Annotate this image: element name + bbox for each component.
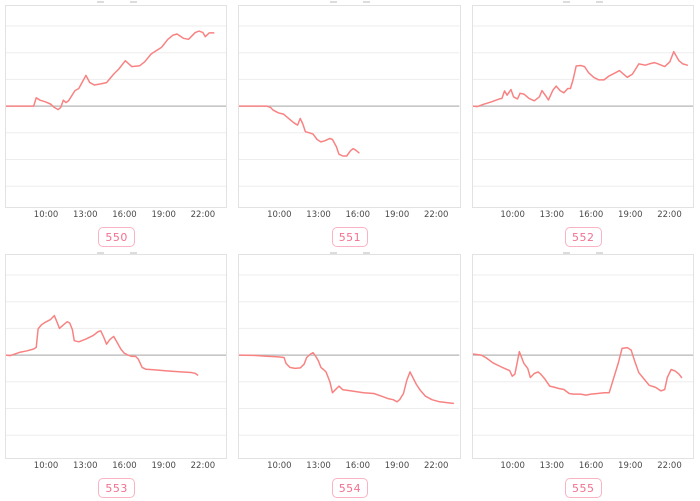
chart-badge[interactable]: 551 xyxy=(331,227,369,247)
x-tick-label: 19:00 xyxy=(384,461,410,471)
x-axis-tick-labels: 10:00 13:00 16:00 19:00 22:00 xyxy=(5,461,227,472)
cropped-chart-title xyxy=(329,252,370,254)
chart-badge[interactable]: 552 xyxy=(565,227,602,247)
line-chart-svg xyxy=(6,274,227,436)
line-chart-svg xyxy=(239,25,460,187)
x-tick-label: 19:00 xyxy=(151,210,176,220)
chart-cell: 10:00 13:00 16:00 19:00 22:00 552 xyxy=(467,0,700,251)
series-line xyxy=(472,346,682,396)
series-line xyxy=(472,50,688,108)
x-tick-label: 10:00 xyxy=(267,210,292,220)
line-chart-svg xyxy=(472,25,693,187)
x-tick-label: 13:00 xyxy=(539,210,565,220)
x-tick-label: 19:00 xyxy=(384,210,410,220)
series-line xyxy=(6,30,215,111)
x-tick-label: 10:00 xyxy=(500,210,525,220)
x-tick-label: 22:00 xyxy=(190,461,216,471)
x-tick-label: 16:00 xyxy=(345,461,371,471)
badge-row: 551 xyxy=(233,226,466,247)
series-line xyxy=(239,351,455,405)
badge-row: 553 xyxy=(0,477,233,498)
x-tick-label: 16:00 xyxy=(578,461,604,471)
chart-cell: 10:00 13:00 16:00 19:00 22:00 554 xyxy=(233,251,466,501)
cropped-chart-title xyxy=(563,1,604,3)
badge-row: 554 xyxy=(233,477,466,498)
x-tick-label: 10:00 xyxy=(33,461,59,471)
x-axis-tick-labels: 10:00 13:00 16:00 19:00 22:00 xyxy=(5,210,227,221)
chart-badge[interactable]: 550 xyxy=(98,227,135,247)
chart-panel xyxy=(471,254,694,459)
x-tick-label: 10:00 xyxy=(500,461,525,471)
line-chart-svg xyxy=(6,25,227,187)
x-tick-label: 13:00 xyxy=(306,461,331,471)
badge-row: 555 xyxy=(467,477,700,498)
x-axis-tick-labels: 10:00 13:00 16:00 19:00 22:00 xyxy=(472,461,694,472)
cropped-chart-title xyxy=(96,252,137,254)
cropped-chart-title xyxy=(563,252,604,254)
x-tick-label: 19:00 xyxy=(151,461,176,471)
chart-badge[interactable]: 555 xyxy=(565,478,602,498)
chart-panel xyxy=(5,254,228,459)
chart-panel xyxy=(5,5,228,208)
chart-panel xyxy=(238,254,461,459)
badge-row: 552 xyxy=(467,226,700,247)
line-chart-svg xyxy=(239,274,460,436)
x-tick-label: 13:00 xyxy=(73,210,98,220)
chart-panel xyxy=(471,5,694,208)
badge-row: 550 xyxy=(0,226,233,247)
x-tick-label: 22:00 xyxy=(657,461,682,471)
series-line xyxy=(239,105,360,157)
chart-cell: 10:00 13:00 16:00 19:00 22:00 551 xyxy=(233,0,466,251)
x-tick-label: 16:00 xyxy=(345,210,371,220)
x-tick-label: 22:00 xyxy=(657,210,682,220)
x-tick-label: 10:00 xyxy=(33,210,59,220)
x-tick-label: 16:00 xyxy=(578,210,604,220)
x-tick-label: 13:00 xyxy=(73,461,98,471)
x-tick-label: 13:00 xyxy=(539,461,565,471)
x-tick-label: 22:00 xyxy=(190,210,216,220)
x-axis-tick-labels: 10:00 13:00 16:00 19:00 22:00 xyxy=(238,210,460,221)
chart-panel xyxy=(238,5,461,208)
x-axis-tick-labels: 10:00 13:00 16:00 19:00 22:00 xyxy=(238,461,460,472)
series-line xyxy=(6,314,199,376)
x-tick-label: 13:00 xyxy=(306,210,331,220)
chart-cell: 10:00 13:00 16:00 19:00 22:00 550 xyxy=(0,0,233,251)
x-tick-label: 19:00 xyxy=(618,461,643,471)
chart-badge[interactable]: 553 xyxy=(98,478,135,498)
cropped-chart-title xyxy=(329,1,370,3)
x-axis-tick-labels: 10:00 13:00 16:00 19:00 22:00 xyxy=(472,210,694,221)
cropped-chart-title xyxy=(96,1,137,3)
x-tick-label: 16:00 xyxy=(112,461,137,471)
x-tick-label: 22:00 xyxy=(423,210,449,220)
x-tick-label: 16:00 xyxy=(112,210,137,220)
line-chart-svg xyxy=(472,274,693,436)
x-tick-label: 22:00 xyxy=(423,461,449,471)
x-tick-label: 10:00 xyxy=(267,461,292,471)
chart-cell: 10:00 13:00 16:00 19:00 22:00 555 xyxy=(467,251,700,501)
chart-cell: 10:00 13:00 16:00 19:00 22:00 553 xyxy=(0,251,233,501)
chart-badge[interactable]: 554 xyxy=(331,478,369,498)
x-tick-label: 19:00 xyxy=(618,210,643,220)
